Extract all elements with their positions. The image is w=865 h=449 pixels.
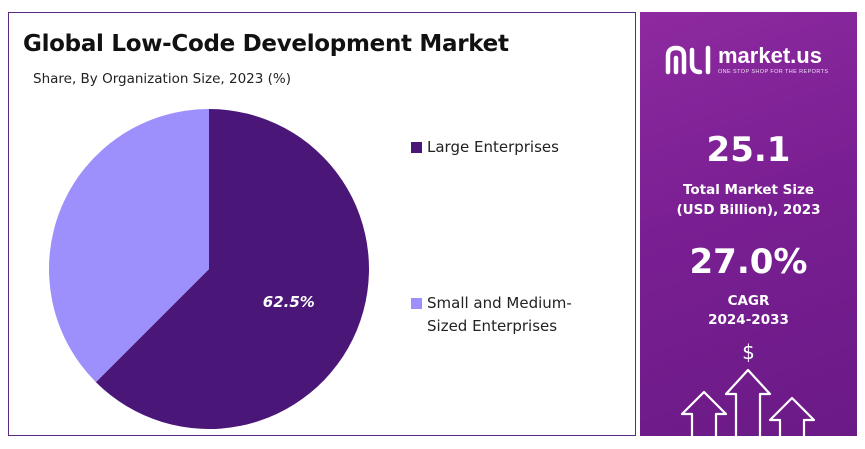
pie-chart: 62.5%: [48, 109, 369, 429]
legend-swatch: [411, 298, 422, 309]
legend-swatch: [411, 142, 422, 153]
pie-data-label-0: 62.5%: [263, 293, 315, 311]
legend-label: Large Enterprises: [427, 138, 559, 156]
market-size-label-line1: Total Market Size: [682, 182, 815, 198]
cagr-label-line1: CAGR: [727, 293, 770, 309]
market-size-label-line2: (USD Billion), 2023: [676, 202, 821, 218]
market-size-value: 25.1: [706, 130, 791, 170]
chart-subtitle: Share, By Organization Size, 2023 (%): [33, 71, 291, 87]
chart-panel: Global Low-Code Development Market Share…: [8, 12, 636, 436]
cagr-label-line2: 2024-2033: [708, 312, 789, 328]
chart-title: Global Low-Code Development Market: [23, 31, 509, 57]
market-us-logo-icon: [665, 45, 711, 75]
legend-item-large-enterprises: Large Enterprises: [411, 136, 627, 159]
brand-tagline: ONE STOP SHOP FOR THE REPORTS: [718, 69, 829, 75]
pie-slice-0: [95, 109, 369, 429]
brand-logo: market.us ONE STOP SHOP FOR THE REPORTS: [664, 42, 854, 82]
legend-label-line1: Small and Medium-: [427, 294, 572, 312]
legend-item-small-medium-enterprises: Small and Medium- Sized Enterprises: [411, 292, 627, 338]
brand-name: market.us: [718, 43, 822, 68]
pie-slice-1: [48, 109, 209, 383]
cagr-value: 27.0%: [689, 242, 808, 282]
legend-label-line2: Sized Enterprises: [427, 317, 558, 335]
growth-arrows-icon: [680, 368, 816, 436]
stats-sidebar: market.us ONE STOP SHOP FOR THE REPORTS …: [640, 12, 857, 436]
dollar-icon: $: [742, 340, 755, 364]
